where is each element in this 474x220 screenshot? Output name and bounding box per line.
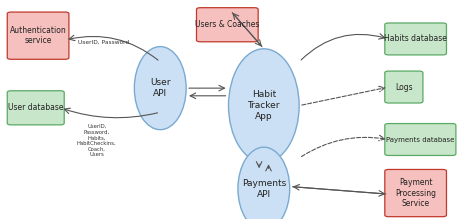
- Text: Users & Coaches: Users & Coaches: [195, 20, 260, 29]
- Text: Payment
Processing
Service: Payment Processing Service: [395, 178, 436, 208]
- Text: User
API: User API: [150, 78, 171, 98]
- Text: User database: User database: [8, 103, 64, 112]
- Text: Habits database: Habits database: [384, 35, 447, 44]
- Text: Payments database: Payments database: [386, 137, 455, 143]
- Ellipse shape: [134, 47, 186, 130]
- Text: Payments
API: Payments API: [242, 179, 286, 199]
- FancyBboxPatch shape: [385, 124, 456, 156]
- FancyBboxPatch shape: [385, 71, 423, 103]
- Text: UserID, Password: UserID, Password: [78, 39, 129, 44]
- Ellipse shape: [238, 147, 290, 220]
- Text: Habit
Tracker
App: Habit Tracker App: [247, 90, 280, 121]
- FancyBboxPatch shape: [197, 8, 258, 42]
- Text: Logs: Logs: [395, 82, 413, 92]
- Text: Authentication
service: Authentication service: [9, 26, 66, 45]
- FancyBboxPatch shape: [385, 169, 447, 217]
- FancyBboxPatch shape: [7, 12, 69, 59]
- FancyBboxPatch shape: [7, 91, 64, 125]
- FancyBboxPatch shape: [385, 23, 447, 55]
- Text: UserID,
Password,
Habits,
HabitCheckins,
Coach,
Users: UserID, Password, Habits, HabitCheckins,…: [77, 124, 117, 157]
- Ellipse shape: [228, 49, 299, 162]
